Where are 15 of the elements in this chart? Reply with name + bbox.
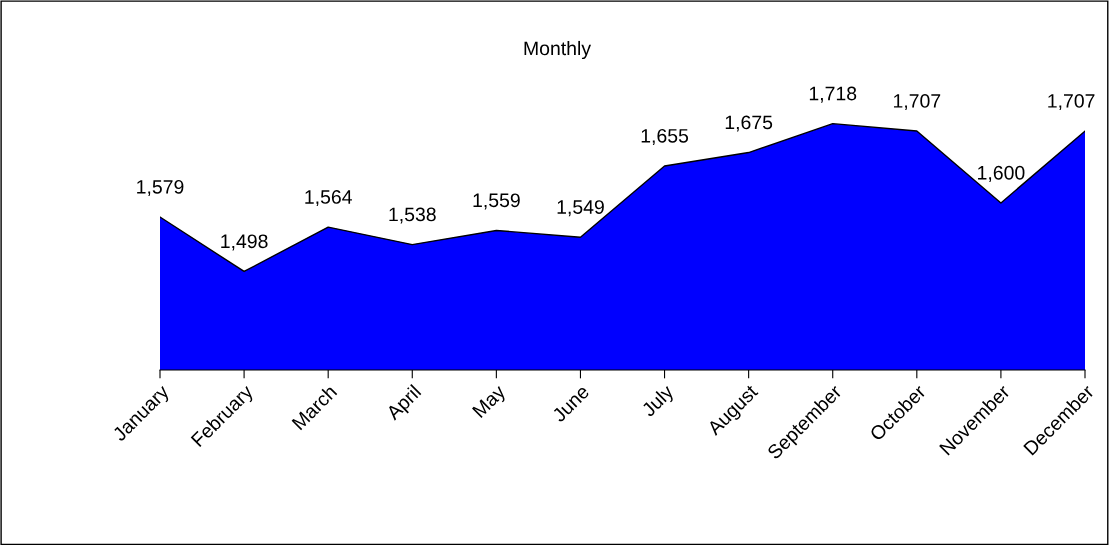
data-label: 1,538 xyxy=(389,207,436,224)
data-label: 1,707 xyxy=(893,94,941,111)
data-label: 1,707 xyxy=(1048,94,1095,111)
chart-title: Monthly xyxy=(524,40,592,60)
data-label: 1,718 xyxy=(809,86,857,103)
data-label: 1,655 xyxy=(641,128,689,145)
x-tick-label: May xyxy=(472,383,510,421)
data-label: 1,675 xyxy=(725,115,773,132)
x-tick-label: July xyxy=(640,383,678,421)
data-label: 1,549 xyxy=(557,200,604,217)
data-label: 1,600 xyxy=(978,165,1025,182)
data-label: 1,579 xyxy=(137,179,184,197)
data-label: 1,559 xyxy=(473,193,520,210)
data-label: 1,498 xyxy=(221,234,268,251)
data-label: 1,564 xyxy=(305,190,352,207)
